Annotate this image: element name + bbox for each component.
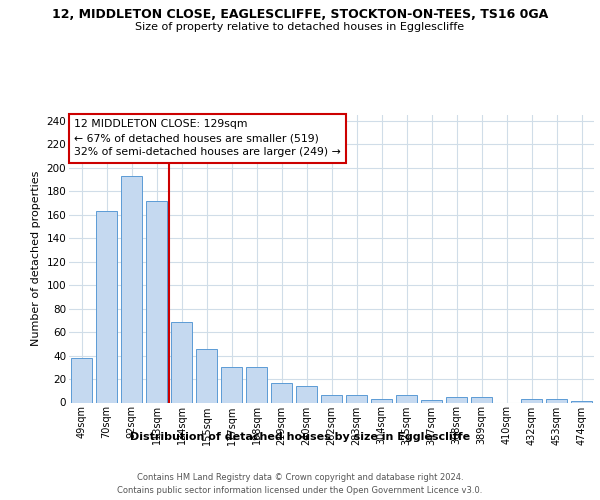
Bar bbox=[296, 386, 317, 402]
Bar bbox=[121, 176, 142, 402]
Bar bbox=[271, 382, 292, 402]
Bar bbox=[471, 396, 492, 402]
Text: Distribution of detached houses by size in Egglescliffe: Distribution of detached houses by size … bbox=[130, 432, 470, 442]
Bar bbox=[96, 211, 117, 402]
Bar bbox=[371, 399, 392, 402]
Bar bbox=[546, 399, 567, 402]
Bar bbox=[521, 399, 542, 402]
Bar bbox=[396, 396, 417, 402]
Bar bbox=[446, 396, 467, 402]
Text: Contains HM Land Registry data © Crown copyright and database right 2024.: Contains HM Land Registry data © Crown c… bbox=[137, 472, 463, 482]
Bar bbox=[346, 396, 367, 402]
Text: Contains public sector information licensed under the Open Government Licence v3: Contains public sector information licen… bbox=[118, 486, 482, 495]
Y-axis label: Number of detached properties: Number of detached properties bbox=[31, 171, 41, 346]
Text: 12, MIDDLETON CLOSE, EAGLESCLIFFE, STOCKTON-ON-TEES, TS16 0GA: 12, MIDDLETON CLOSE, EAGLESCLIFFE, STOCK… bbox=[52, 8, 548, 20]
Bar bbox=[221, 368, 242, 402]
Bar bbox=[71, 358, 92, 403]
Bar bbox=[321, 396, 342, 402]
Bar bbox=[246, 368, 267, 402]
Bar bbox=[146, 200, 167, 402]
Bar bbox=[171, 322, 192, 402]
Text: Size of property relative to detached houses in Egglescliffe: Size of property relative to detached ho… bbox=[136, 22, 464, 32]
Text: 12 MIDDLETON CLOSE: 129sqm
← 67% of detached houses are smaller (519)
32% of sem: 12 MIDDLETON CLOSE: 129sqm ← 67% of deta… bbox=[74, 120, 341, 158]
Bar bbox=[421, 400, 442, 402]
Bar bbox=[196, 348, 217, 403]
